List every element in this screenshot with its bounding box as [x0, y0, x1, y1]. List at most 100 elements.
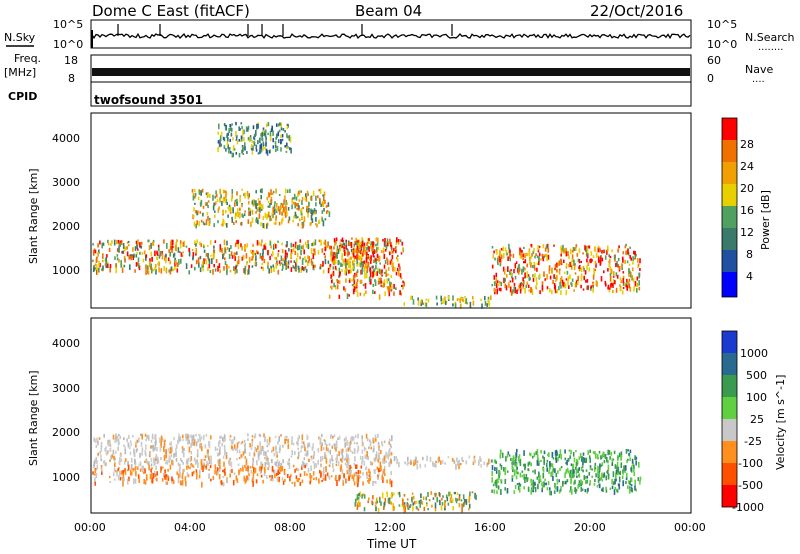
velocity-cbar-tick: 25	[750, 413, 764, 426]
heatmap-cell	[92, 250, 95, 256]
heatmap-cell	[268, 211, 270, 214]
heatmap-cell	[554, 468, 556, 473]
heatmap-cell	[462, 459, 464, 463]
heatmap-cell	[356, 269, 359, 273]
heatmap-cell	[272, 446, 275, 452]
heatmap-cell	[568, 285, 570, 289]
heatmap-cell	[328, 294, 331, 299]
heatmap-cell	[286, 142, 288, 147]
heatmap-cell	[248, 473, 250, 477]
heatmap-cell	[403, 281, 405, 287]
heatmap-cell	[173, 436, 175, 441]
heatmap-cell	[523, 246, 525, 249]
heatmap-cell	[345, 457, 347, 461]
heatmap-cell	[331, 285, 333, 290]
heatmap-cell	[188, 250, 191, 257]
heatmap-cell	[183, 240, 185, 246]
heatmap-cell	[614, 486, 616, 490]
heatmap-cell	[450, 494, 453, 499]
heatmap-cell	[286, 435, 288, 439]
heatmap-cell	[409, 503, 412, 507]
heatmap-cell	[494, 257, 496, 261]
heatmap-cell	[588, 267, 591, 272]
heatmap-cell	[346, 458, 348, 463]
heatmap-cell	[563, 249, 565, 254]
heatmap-cell	[270, 189, 272, 196]
heatmap-cell	[373, 259, 375, 263]
heatmap-cell	[361, 494, 363, 499]
heatmap-cell	[556, 262, 558, 268]
heatmap-cell	[390, 494, 393, 499]
time-tick: 16:00	[474, 521, 506, 534]
heatmap-cell	[244, 146, 246, 151]
heatmap-cell	[285, 150, 288, 153]
heatmap-cell	[574, 487, 576, 492]
heatmap-cell	[179, 472, 181, 476]
heatmap-cell	[455, 499, 458, 504]
heatmap-cell	[573, 474, 575, 478]
heatmap-cell	[542, 472, 545, 479]
heatmap-cell	[388, 291, 391, 297]
heatmap-cell	[307, 240, 309, 244]
heatmap-cell	[104, 258, 107, 262]
heatmap-cell	[220, 249, 222, 252]
heatmap-cell	[261, 463, 264, 470]
heatmap-cell	[565, 289, 568, 296]
heatmap-cell	[149, 266, 152, 270]
heatmap-cell	[251, 252, 253, 254]
heatmap-cell	[272, 268, 275, 272]
heatmap-cell	[99, 240, 101, 245]
heatmap-cell	[145, 264, 147, 270]
heatmap-cell	[258, 241, 261, 246]
heatmap-cell	[181, 479, 184, 486]
heatmap-cell	[182, 448, 185, 452]
heatmap-cell	[120, 240, 123, 246]
heatmap-cell	[549, 461, 551, 467]
heatmap-cell	[350, 437, 352, 441]
heatmap-cell	[290, 249, 293, 254]
heatmap-cell	[278, 129, 281, 133]
heatmap-cell	[522, 253, 525, 257]
heatmap-cell	[520, 256, 523, 259]
heatmap-cell	[140, 245, 143, 249]
heatmap-cell	[208, 459, 211, 464]
heatmap-cell	[179, 474, 181, 479]
heatmap-cell	[95, 473, 98, 479]
heatmap-cell	[354, 255, 356, 259]
heatmap-cell	[330, 274, 332, 279]
heatmap-cell	[633, 464, 635, 470]
heatmap-cell	[295, 196, 298, 201]
heatmap-cell	[402, 280, 404, 284]
heatmap-cell	[248, 211, 250, 216]
heatmap-cell	[282, 459, 284, 464]
heatmap-cell	[217, 459, 220, 464]
heatmap-cell	[263, 473, 266, 477]
heatmap-cell	[632, 256, 634, 261]
heatmap-cell	[161, 253, 164, 260]
heatmap-cell	[570, 469, 573, 475]
heatmap-cell	[109, 264, 112, 268]
heatmap-cell	[129, 440, 132, 443]
heatmap-cell	[600, 254, 602, 258]
heatmap-cell	[247, 269, 249, 276]
heatmap-cell	[422, 456, 424, 461]
heatmap-cell	[305, 193, 307, 199]
heatmap-cell	[396, 267, 399, 272]
heatmap-cell	[626, 460, 628, 464]
heatmap-cell	[139, 468, 142, 472]
heatmap-cell	[134, 246, 137, 251]
heatmap-cell	[309, 196, 312, 201]
heatmap-cell	[349, 474, 351, 477]
heatmap-cell	[285, 258, 287, 262]
heatmap-cell	[228, 206, 230, 212]
heatmap-cell	[611, 249, 613, 253]
heatmap-cell	[276, 451, 278, 458]
heatmap-cell	[232, 439, 234, 445]
heatmap-cell	[624, 245, 627, 249]
heatmap-cell	[277, 440, 279, 445]
heatmap-cell	[199, 267, 202, 273]
heatmap-cell	[551, 289, 553, 295]
heatmap-cell	[194, 188, 196, 193]
heatmap-cell	[241, 246, 243, 251]
time-tick: 04:00	[174, 521, 206, 534]
